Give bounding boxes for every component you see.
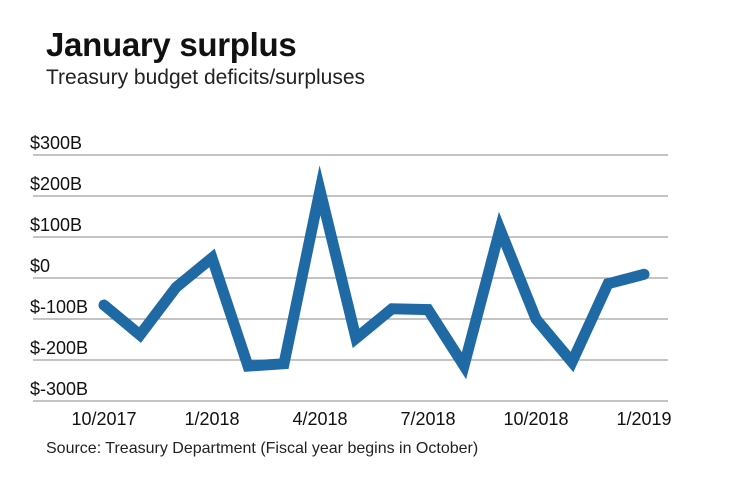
data-point — [391, 308, 393, 310]
data-point — [355, 337, 357, 339]
y-tick-label: $300B — [30, 133, 82, 153]
data-point — [247, 365, 249, 367]
data-point — [463, 365, 465, 367]
x-tick-label: 4/2018 — [292, 409, 347, 429]
data-point — [643, 273, 645, 275]
chart-subtitle: Treasury budget deficits/surpluses — [46, 66, 366, 89]
data-point — [499, 228, 501, 230]
x-tick-label: 10/2017 — [71, 409, 136, 429]
x-tick-label: 10/2018 — [503, 409, 568, 429]
x-tick-label: 1/2018 — [184, 409, 239, 429]
x-tick-label: 7/2018 — [400, 409, 455, 429]
y-tick-label: $0 — [30, 256, 50, 276]
y-tick-label: $-200B — [30, 338, 88, 358]
x-tick-label: 1/2019 — [616, 409, 671, 429]
data-point — [211, 257, 213, 259]
series-line — [98, 165, 650, 380]
data-point — [103, 304, 105, 306]
data-point — [427, 309, 429, 311]
data-point — [535, 318, 537, 320]
data-point — [571, 361, 573, 363]
y-tick-label: $-100B — [30, 297, 88, 317]
data-point — [139, 334, 141, 336]
data-point — [175, 286, 177, 288]
source-note: Source: Treasury Department (Fiscal year… — [46, 440, 479, 457]
y-tick-label: $-300B — [30, 379, 88, 399]
data-point — [319, 189, 321, 191]
data-point — [607, 283, 609, 285]
y-tick-label: $200B — [30, 174, 82, 194]
data-point — [283, 363, 285, 365]
chart-title: January surplus — [46, 26, 297, 63]
y-tick-label: $100B — [30, 215, 82, 235]
